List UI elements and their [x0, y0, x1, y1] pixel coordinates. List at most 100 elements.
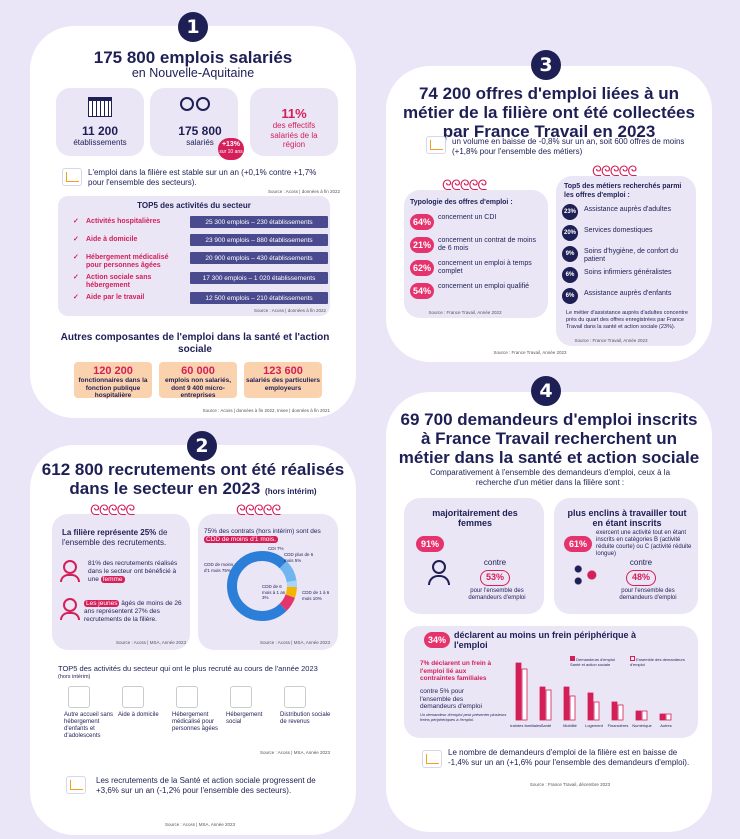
tops-title: TOP5 des activités du secteur [137, 201, 251, 210]
s2-trend-source: Source : Acoss | MSA, Année 2023 [165, 822, 235, 827]
section-1-number: 1 [178, 12, 208, 42]
tops-activity-value: 23 900 emplois – 880 établissements [190, 234, 328, 246]
tops-activity-label: Aide par le travail [73, 294, 181, 302]
work-box [554, 498, 698, 614]
typology-source: Source : France Travail, Année 2023 [428, 310, 502, 315]
work-all-pct: 48% [626, 570, 656, 586]
donut-label-2: CDD de 1 à 6 mois 10% [302, 590, 330, 601]
bar-category-label: Autres [660, 723, 672, 728]
section-4-title: 69 700 demandeurs d'emploi inscrits à Fr… [398, 410, 700, 467]
top-job-label: Assistance auprès d'adultes [584, 206, 671, 213]
donut-slice [279, 561, 297, 583]
top-jobs-source: Source : France Travail, Année 2023 [574, 338, 648, 343]
frein-text: 7% déclarent un frein à l'emploi lié aux… [420, 660, 492, 682]
bar [563, 686, 570, 721]
other-source: Source : Acoss | données à fin 2022, Ins… [202, 408, 330, 413]
frein-note: Un demandeur d'emploi peut présenter plu… [420, 712, 507, 722]
tops-activity-value: 20 900 emplois – 430 établissements [190, 252, 328, 264]
women-text: 81% des recrutements réalisés dans le se… [88, 560, 178, 583]
people-icon [180, 97, 194, 111]
section-2-number: 2 [187, 431, 217, 461]
stat-share-label: des effectifs salariés de la région [270, 121, 318, 149]
activity-icon [122, 686, 144, 708]
top5-activity-label: Distribution sociale de revenus [280, 712, 331, 725]
typology-label: concernent un emploi à temps complet [438, 260, 532, 275]
women-contre: contre [483, 558, 507, 567]
stat-employees-label: salariés [186, 138, 214, 147]
bar [641, 710, 648, 721]
top-job-label: Soins infirmiers généralistes [584, 269, 672, 276]
right-source: Source : Acoss | MSA, Année 2023 [260, 640, 330, 645]
typology-label: concernent un emploi qualifié [438, 283, 530, 290]
s4-intro: Comparativement à l'ensemble des demande… [429, 468, 671, 487]
trend-down-icon [426, 136, 446, 154]
bar-category-label: Mobilité [563, 723, 578, 728]
contracts-text: 75% des contrats (hors intérim) sont des… [204, 528, 321, 543]
top5-source: Source : Acoss | MSA, Année 2023 [260, 750, 330, 755]
typology-title: Typologie des offres d'emploi : [410, 199, 513, 206]
building-icon [88, 97, 112, 117]
frein-title: déclarent au moins un frein périphérique… [454, 630, 637, 650]
bar [587, 692, 594, 721]
work-text: exercent une activité tout en étant insc… [596, 530, 692, 557]
other-title: Autres composantes de l'emploi dans la s… [60, 332, 330, 355]
top-job-pct: 6% [562, 288, 578, 304]
stat-box-share [250, 88, 338, 156]
top-job-label: Assistance auprès d'enfants [584, 290, 672, 297]
top-job-label: Soins d'hygiène, de confort du patient [584, 248, 678, 263]
top-job-pct: 23% [562, 204, 578, 220]
typology-pct: 62% [410, 260, 434, 276]
legend-item-1: Demandeurs d'emploi Santé et action soci… [570, 656, 615, 667]
s3-trend-text: un volume en baisse de -0,8% sur un an, … [452, 137, 685, 156]
woman-icon [63, 560, 77, 574]
tops-activity-value: 25 300 emplois – 230 établissements [190, 216, 328, 228]
activity-icon [68, 686, 90, 708]
top-job-pct: 6% [562, 267, 578, 283]
tops-activity-label: Action sociale sans hébergement [73, 274, 181, 290]
frein-compare: contre 5% pour l'ensemble des demandeurs… [420, 688, 482, 710]
top-jobs-box [556, 176, 696, 346]
typology-pct: 54% [410, 283, 434, 299]
section-3-number: 3 [531, 50, 561, 80]
s4-source: Source : France Travail, décembre 2023 [529, 782, 611, 787]
section-3-title: 74 200 offres d'emploi liées à un métier… [403, 84, 695, 141]
top-job-label: Services domestiques [584, 227, 653, 234]
young-text: Les jeunes âgés de moins de 26 ans repré… [84, 600, 182, 623]
other-box-2: 60 000 emplois non salariés, dont 9 400 m… [159, 362, 237, 399]
women-box [404, 498, 544, 614]
bar [521, 668, 528, 721]
s3-source: Source : France Travail, Année 2023 [493, 350, 567, 355]
typology-pct: 21% [410, 237, 434, 253]
donut-slice [279, 594, 295, 611]
typology-label: concernent un CDI [438, 214, 497, 221]
s1-trend-text: L'emploi dans la filière est stable sur … [88, 168, 317, 187]
stat-employees-value: 175 800 [178, 124, 222, 138]
other-box-3: 123 600 salariés des particuliers employe… [244, 362, 322, 398]
bar [659, 713, 666, 721]
s4-trend-text: Le nombre de demandeurs d'emploi de la f… [448, 748, 690, 767]
activity-icon [176, 686, 198, 708]
top-jobs-title: Top5 des métiers recherchés parmi les of… [564, 183, 682, 199]
typology-pct: 64% [410, 214, 434, 230]
section-1-title: 175 800 emplois salariés [93, 48, 293, 67]
donut-label-1: CDD de moins d'1 mois 75% [204, 562, 234, 573]
bar [665, 713, 672, 721]
work-all-label: pour l'ensemble des demandeurs d'emploi [619, 588, 677, 601]
bar-category-label: Logement [585, 723, 604, 728]
top5-activity-label: Hébergement social [226, 712, 263, 725]
tops-activity-label: Hébergement médicalisé pour personnes âg… [73, 254, 181, 270]
top5-activity-label: Autre accueil sans hébergement d'enfants… [64, 712, 114, 739]
top-job-pct: 20% [562, 225, 578, 241]
section-2-title: 612 800 recrutements ont été réalisés da… [41, 460, 345, 498]
bar-category-label: Contraintes familiales [510, 723, 541, 728]
trend-chart-icon [62, 168, 82, 186]
bar [515, 662, 522, 721]
other-box-1: 120 200 fonctionnaires dans la fonction p… [74, 362, 152, 399]
donut-label-4: CDD plus de 6 mois 5% [284, 552, 314, 563]
donut-label-3: CDD de 6 mois à 1 an 3% [262, 584, 286, 600]
top5-activity-label: Hébergement médicalisé pour personnes âg… [172, 712, 219, 732]
bar [569, 695, 576, 721]
donut-slice [227, 551, 287, 621]
frein-pct: 34% [424, 632, 450, 648]
